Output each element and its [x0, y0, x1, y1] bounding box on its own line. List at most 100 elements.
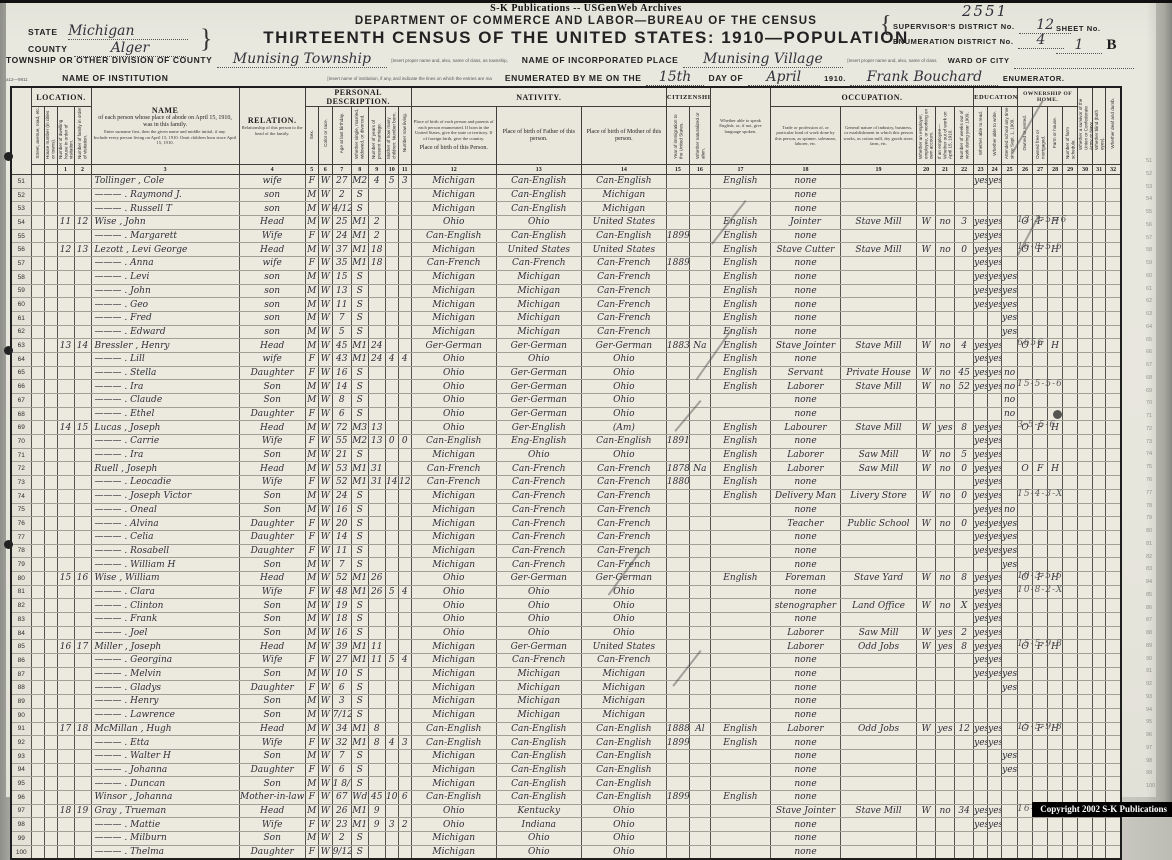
cell-v32	[1105, 393, 1122, 408]
cell-v31	[1092, 338, 1107, 353]
column-number: 19	[840, 164, 918, 175]
cell-mb: Ohio	[581, 352, 667, 367]
cell-fb: Ohio	[496, 831, 582, 846]
margin-line-number: 75	[1146, 464, 1152, 470]
cell-ann: 16-8-5-6	[1017, 242, 1079, 258]
cell-st	[31, 653, 45, 668]
cell-r: son	[239, 311, 306, 326]
cell-fb: Eng-English	[496, 434, 582, 449]
cell-wk: 2	[954, 626, 975, 641]
cell-sc	[1001, 201, 1019, 217]
cell-sc: yes	[1001, 667, 1019, 682]
cell-lg: English	[710, 448, 771, 463]
cell-ow: no	[935, 215, 956, 230]
cell-na	[689, 639, 711, 655]
cell-ind	[840, 174, 918, 189]
cell-mb: United States	[581, 242, 667, 258]
cell-sx: M	[305, 776, 319, 791]
cell-d	[57, 817, 75, 832]
margin-line-number: 74	[1146, 451, 1152, 457]
cell-m: Wd	[351, 790, 369, 805]
cell-v31	[1092, 571, 1107, 586]
cell-ow	[935, 297, 956, 312]
cell-na	[689, 585, 711, 600]
cell-a: 18	[332, 612, 352, 627]
cell-wk	[954, 790, 975, 805]
cell-r: Head	[239, 571, 306, 586]
cell-ann: 10-3-5-6	[1017, 571, 1079, 586]
cell-o3	[1047, 489, 1064, 504]
cell-sc	[1001, 188, 1019, 203]
cell-cls: W	[916, 722, 937, 737]
cell-v30	[1077, 489, 1094, 504]
cell-y	[368, 503, 386, 518]
cell-o3	[1047, 325, 1064, 340]
cell-mb: Ohio	[581, 407, 667, 422]
col-mother-birthplace-header: Place of birth of Mother of this person.	[580, 106, 667, 165]
cell-sx: M	[305, 461, 319, 477]
cell-d: 12	[57, 242, 75, 258]
cell-f	[74, 776, 92, 791]
margin-line-number: 96	[1146, 732, 1152, 738]
cell-cl	[398, 448, 412, 463]
cell-sc	[1001, 242, 1019, 258]
cell-sx: M	[305, 612, 319, 627]
cell-sc	[1001, 571, 1019, 586]
cell-ow	[935, 434, 956, 449]
cell-rd: yes	[973, 804, 989, 819]
cell-ind	[840, 763, 918, 778]
table-row: 78 ——— . Rosabell Daughter F W 11 S Michigan Can…	[11, 544, 1122, 559]
cell-rd: yes	[973, 420, 989, 436]
margin-line-number: 90	[1146, 656, 1152, 662]
cell-o1: O	[1017, 461, 1034, 477]
cell-v31	[1092, 489, 1107, 504]
cell-v31	[1092, 352, 1107, 367]
cell-ind	[840, 831, 918, 846]
sheet-label: SHEET No.	[1056, 24, 1101, 33]
punch-hole	[4, 152, 13, 161]
cell-mb: Can-French	[581, 284, 667, 299]
cell-tr: none	[770, 325, 842, 340]
cell-a: 23	[332, 817, 352, 832]
table-row: 86 ——— . Georgina Wife F W 27 M1 11 5 4 Michigan Ca…	[11, 653, 1122, 668]
cell-mb: Ger-German	[581, 571, 667, 586]
cell-sx: M	[305, 708, 319, 723]
line-number: 72	[11, 461, 32, 477]
cell-cls: W	[916, 626, 937, 641]
cell-ow	[935, 256, 956, 271]
cell-sc	[1001, 420, 1019, 436]
cell-y: 24	[368, 352, 386, 367]
cell-wr	[987, 680, 1003, 696]
cell-ind	[840, 352, 918, 367]
cell-v30	[1077, 503, 1094, 518]
cell-ind: Stave Mill	[840, 215, 918, 230]
line-number: 95	[11, 776, 32, 791]
cell-im	[666, 776, 690, 791]
cell-cb	[385, 763, 399, 778]
cell-o1: O	[1017, 420, 1034, 436]
cell-rd: yes	[973, 284, 989, 299]
table-row: 79 ——— . William H Son M W 7 S Michigan Can-Fren…	[11, 557, 1122, 572]
enumerated-day: 15th	[646, 69, 705, 86]
cell-o2	[1032, 817, 1049, 832]
group-personal: PERSONAL DESCRIPTION.	[304, 86, 412, 107]
margin-line-number: 82	[1146, 554, 1152, 560]
cell-rd: yes	[973, 475, 989, 490]
cell-v32	[1105, 708, 1122, 723]
cell-lg	[710, 804, 771, 819]
cell-bp: Michigan	[411, 845, 497, 860]
cell-st	[31, 270, 45, 285]
cell-hn	[44, 667, 58, 682]
margin-line-number: 57	[1146, 235, 1152, 241]
cell-f	[74, 407, 92, 422]
cell-v31	[1092, 817, 1107, 832]
cell-f	[74, 201, 92, 217]
cell-cb	[385, 461, 399, 477]
column-number: 11	[397, 164, 412, 175]
cell-cl	[398, 503, 412, 518]
col-outwork-header: If an employee— Whether out of work on A…	[935, 106, 956, 165]
cell-f	[74, 174, 92, 189]
cell-y: 13	[368, 420, 386, 436]
cell-y: 24	[368, 338, 386, 353]
cell-bp: Can-French	[411, 461, 497, 477]
